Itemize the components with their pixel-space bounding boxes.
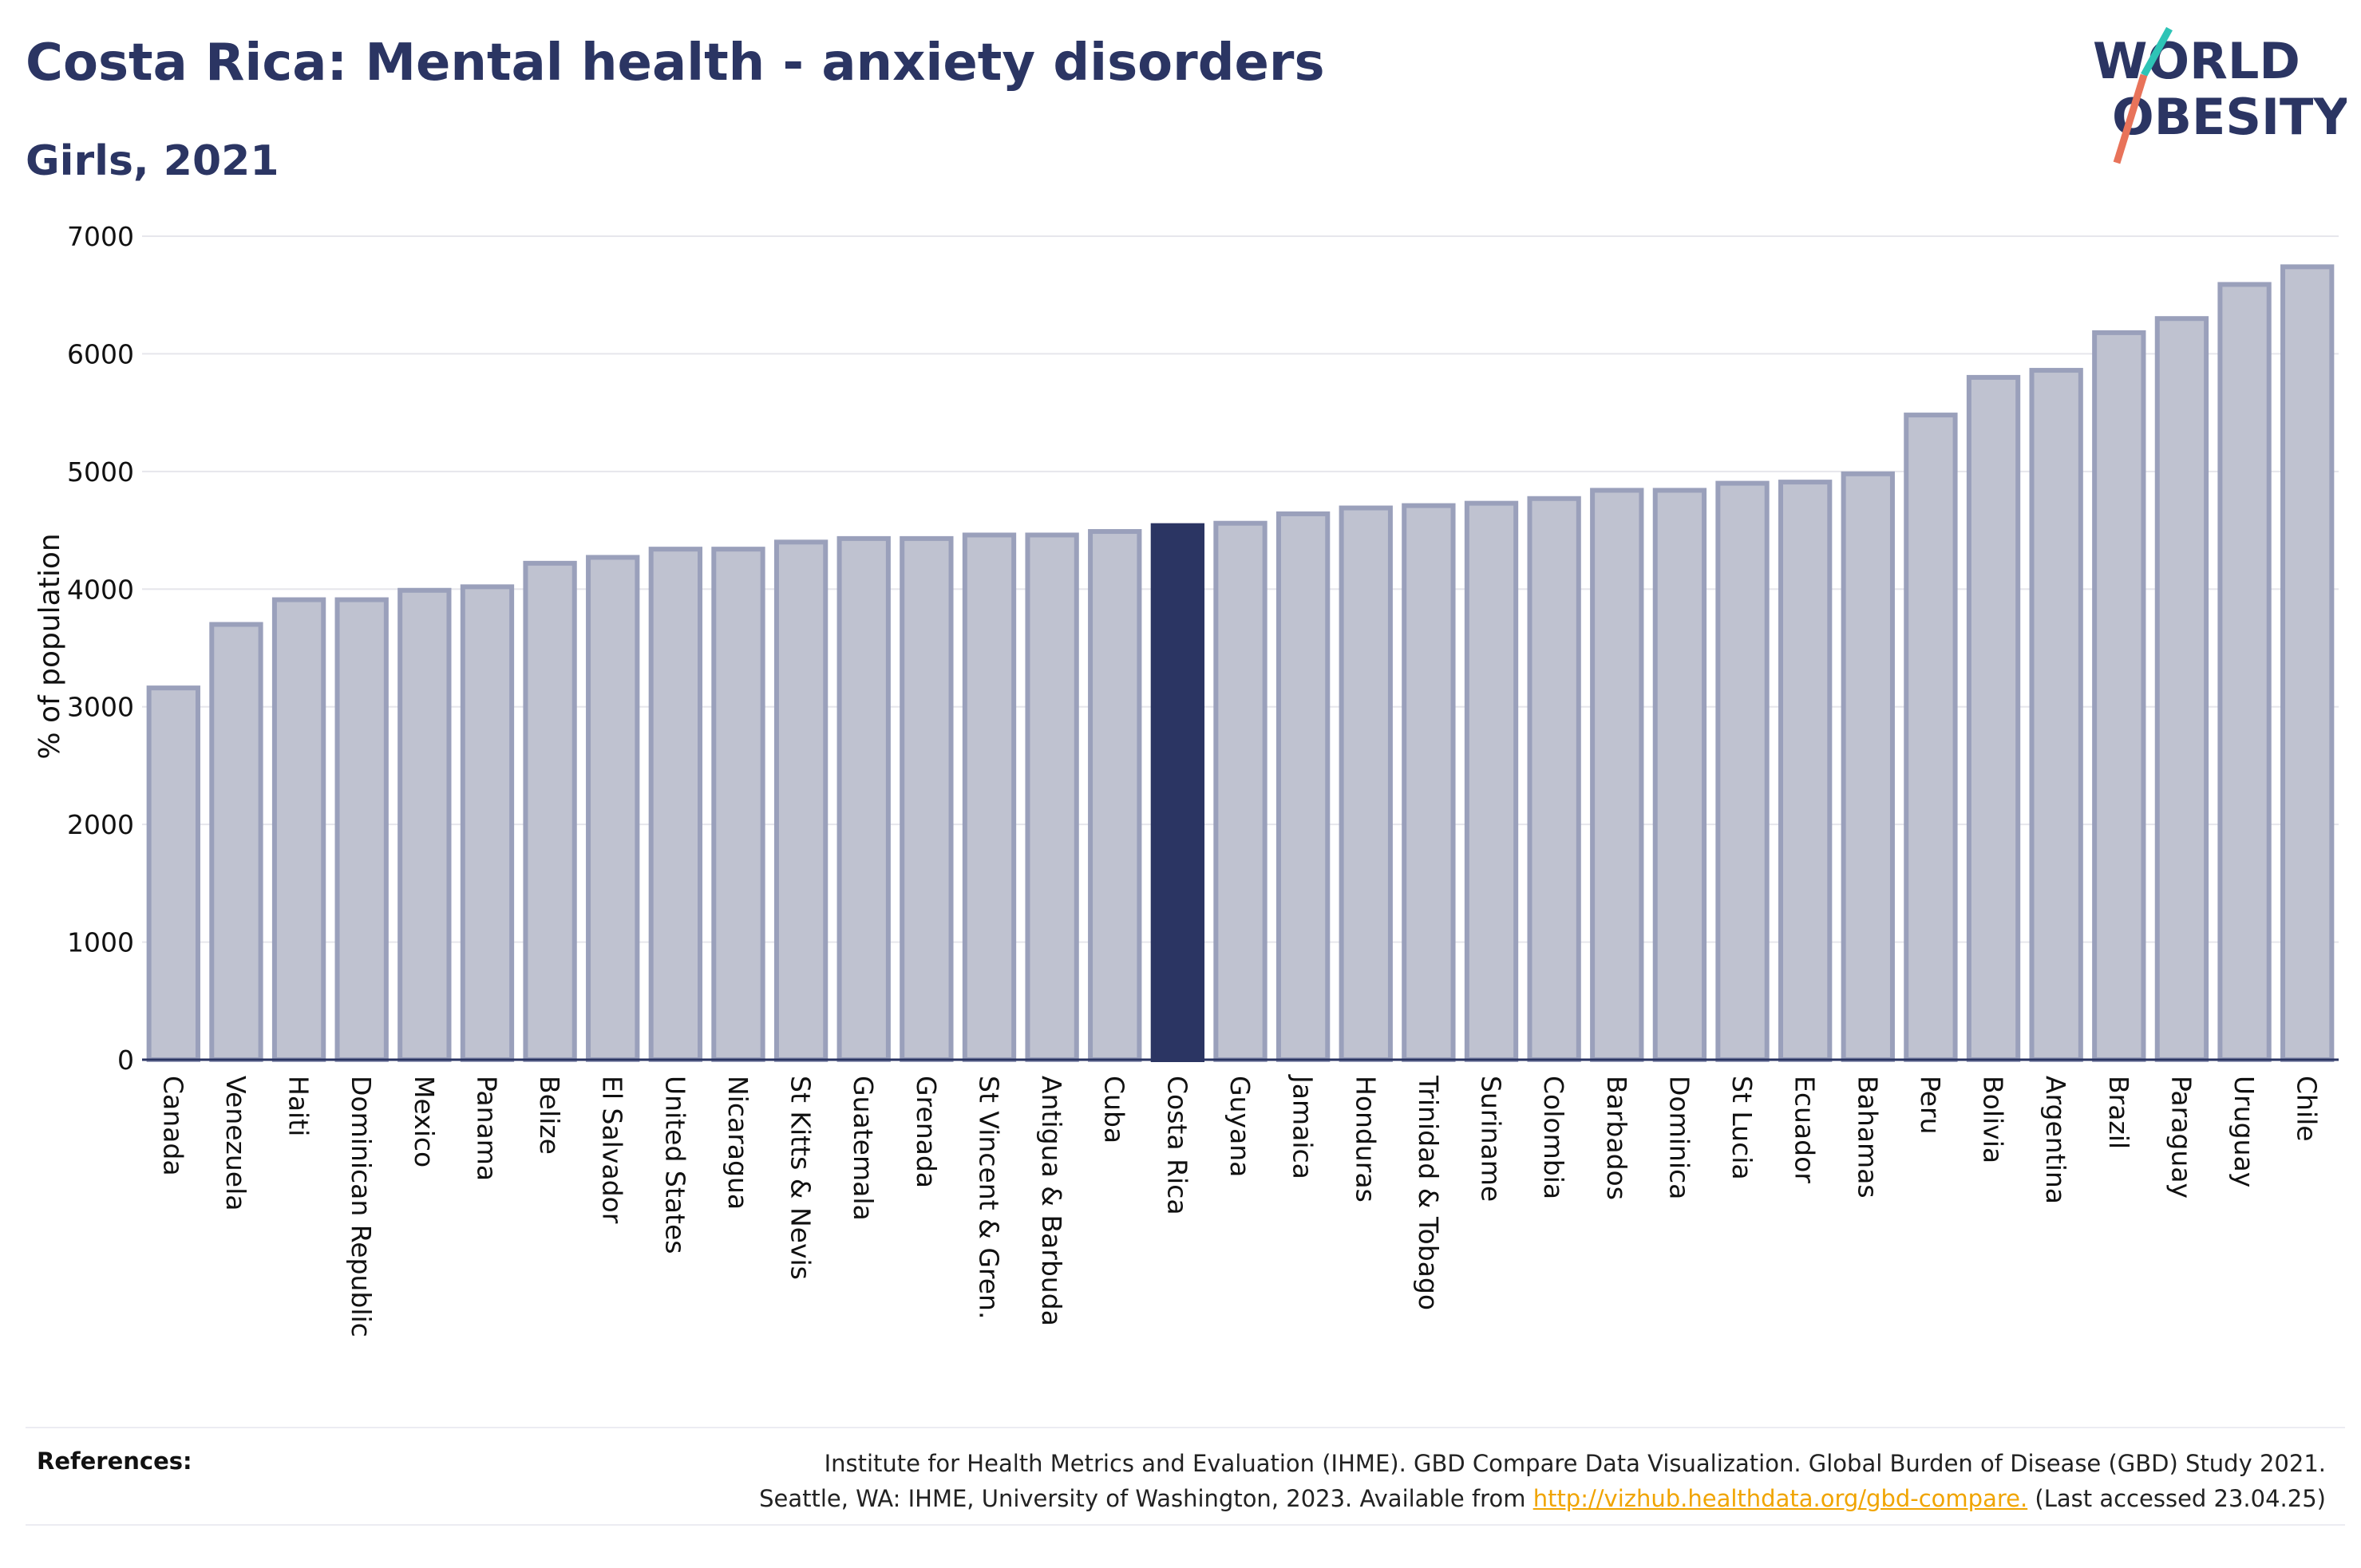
- references-divider-bottom: [26, 1524, 2345, 1526]
- x-tick-label: Grenada: [911, 1076, 942, 1188]
- x-tick-label: Haiti: [283, 1076, 314, 1136]
- x-tick-label: Cuba: [1099, 1076, 1130, 1143]
- x-tick-label: Ecuador: [1790, 1076, 1821, 1183]
- bar: [397, 587, 452, 1062]
- bar-highlight: [1150, 523, 1205, 1062]
- bar: [1088, 529, 1142, 1062]
- x-tick-label: El Salvador: [597, 1076, 628, 1224]
- x-tick-label: St Kitts & Nevis: [785, 1076, 817, 1280]
- x-tick-label: Barbados: [1601, 1076, 1632, 1200]
- y-tick-label: 5000: [67, 456, 134, 488]
- x-tick-label: Belize: [534, 1076, 565, 1155]
- references-text: Institute for Health Metrics and Evaluat…: [570, 1446, 2326, 1516]
- bar: [209, 622, 263, 1062]
- x-tick-label: Chile: [2292, 1076, 2323, 1142]
- bar: [2092, 330, 2146, 1062]
- y-tick-label: 0: [117, 1045, 134, 1076]
- y-tick-label: 6000: [67, 338, 134, 369]
- x-tick-label: Nicaragua: [722, 1076, 753, 1210]
- x-tick-label: Trinidad & Tobago: [1413, 1075, 1444, 1310]
- bar: [711, 547, 765, 1062]
- x-tick-label: Antigua & Barbuda: [1036, 1076, 1067, 1326]
- references-line1: Institute for Health Metrics and Evaluat…: [824, 1450, 2326, 1477]
- x-tick-label: St Lucia: [1726, 1076, 1758, 1180]
- y-tick-label: 4000: [67, 574, 134, 605]
- x-tick-label: St Vincent & Gren.: [973, 1076, 1004, 1319]
- x-tick-label: Peru: [1915, 1076, 1946, 1135]
- x-tick-label: Costa Rica: [1161, 1076, 1192, 1215]
- x-tick-label: Bahamas: [1852, 1076, 1883, 1199]
- bar: [2280, 264, 2335, 1062]
- x-tick-label: Venezuela: [220, 1076, 251, 1211]
- x-tick-label: Mexico: [409, 1076, 440, 1167]
- x-tick-label: Dominica: [1663, 1076, 1695, 1199]
- x-tick-label: Paraguay: [2165, 1076, 2197, 1199]
- references-line2: Seattle, WA: IHME, University of Washing…: [570, 1481, 2326, 1516]
- x-tick-label: Canada: [157, 1076, 188, 1176]
- bar: [900, 535, 954, 1062]
- x-tick-label: Guatemala: [848, 1076, 879, 1221]
- bar: [523, 560, 577, 1062]
- axes: 0 1000 2000 3000 4000 5000 6000 7000: [67, 221, 2339, 1076]
- x-tick-label: Bolivia: [1978, 1076, 2009, 1163]
- bar: [334, 597, 389, 1062]
- category-labels: Canada Venezuela Haiti Dominican Republic Me…: [157, 1074, 2322, 1337]
- bar: [1025, 532, 1079, 1062]
- y-tick-label: 3000: [67, 692, 134, 723]
- y-tick-label: 2000: [67, 809, 134, 840]
- bar: [1715, 480, 1770, 1062]
- bar: [1841, 471, 1895, 1062]
- bar: [271, 597, 326, 1062]
- references-label: References:: [37, 1448, 192, 1475]
- x-tick-label: Jamaica: [1287, 1074, 1319, 1179]
- references-line2-suffix: (Last accessed 23.04.25): [2035, 1485, 2326, 1512]
- x-tick-label: Panama: [471, 1076, 502, 1181]
- logo-line1: WORLD: [2093, 32, 2300, 90]
- x-tick-label: Honduras: [1350, 1076, 1381, 1203]
- references-link[interactable]: http://vizhub.healthdata.org/gbd-compare…: [1532, 1485, 2028, 1512]
- bar: [460, 584, 515, 1062]
- bar: [1778, 480, 1833, 1062]
- references-divider-top: [26, 1427, 2345, 1428]
- bar: [146, 685, 200, 1063]
- bar: [1590, 488, 1644, 1062]
- bar-chart: 0 1000 2000 3000 4000 5000 6000 7000 Canada Vene…: [34, 221, 2339, 1337]
- bar: [2154, 316, 2209, 1062]
- world-obesity-logo: WORLD OBESITY: [2093, 26, 2347, 164]
- bar: [586, 555, 640, 1062]
- x-tick-label: United States: [659, 1076, 690, 1254]
- bar: [1339, 505, 1393, 1062]
- bars: [146, 264, 2335, 1063]
- y-axis-label: % of population: [34, 533, 66, 759]
- references-line2-prefix: Seattle, WA: IHME, University of Washing…: [759, 1485, 1526, 1512]
- logo-slash-teal: [2141, 26, 2173, 77]
- chart-subtitle: Girls, 2021: [26, 137, 279, 185]
- bar: [648, 547, 703, 1062]
- bar: [836, 535, 891, 1062]
- x-tick-label: Brazil: [2103, 1076, 2134, 1149]
- y-tick-label: 7000: [67, 221, 134, 252]
- bar: [962, 532, 1017, 1062]
- logo-slash-coral: [2113, 73, 2148, 164]
- bar: [1275, 511, 1331, 1062]
- bar: [1966, 374, 2021, 1062]
- bar: [1527, 496, 1581, 1062]
- bar: [2217, 282, 2272, 1062]
- bar: [1652, 488, 1707, 1062]
- x-tick-label: Uruguay: [2229, 1076, 2260, 1187]
- bar: [1904, 413, 1958, 1062]
- x-tick-label: Colombia: [1538, 1076, 1569, 1199]
- x-tick-label: Guyana: [1224, 1076, 1256, 1177]
- bar: [1402, 503, 1456, 1062]
- bar: [2029, 368, 2083, 1063]
- bar: [1213, 520, 1268, 1062]
- x-tick-label: Suriname: [1476, 1076, 1507, 1202]
- x-tick-label: Dominican Republic: [346, 1076, 377, 1337]
- x-tick-label: Argentina: [2040, 1076, 2071, 1204]
- chart-title: Costa Rica: Mental health - anxiety diso…: [26, 34, 1325, 93]
- logo-line2: OBESITY: [2112, 88, 2347, 146]
- bar: [773, 539, 829, 1062]
- y-tick-label: 1000: [67, 927, 134, 958]
- bar: [1464, 500, 1519, 1062]
